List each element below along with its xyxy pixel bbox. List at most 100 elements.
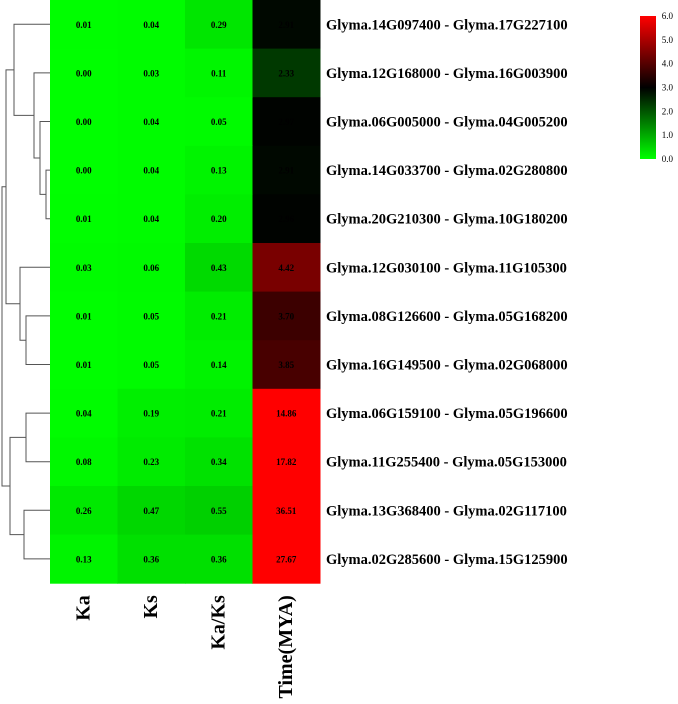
cell-value-label: 0.06 — [143, 263, 159, 273]
row-dendrogram — [1, 23, 50, 560]
cell-value-label: 0.00 — [76, 117, 92, 127]
row-label: Glyma.14G033700 - Glyma.02G280800 — [326, 163, 568, 179]
cell-value-label: 0.05 — [211, 117, 227, 127]
cell-value-label: 0.04 — [143, 166, 159, 176]
heatmap-cell — [50, 340, 118, 390]
cell-value-label: 0.20 — [211, 214, 227, 224]
heatmap-cell — [185, 194, 253, 244]
cell-value-label: 2.97 — [278, 117, 294, 127]
heatmap-cell — [117, 291, 186, 341]
cell-value-label: 0.00 — [76, 68, 92, 78]
heatmap-cell — [50, 388, 118, 438]
heatmap-cell — [50, 48, 118, 98]
heatmap-cell — [117, 340, 186, 390]
heatmap-cell — [185, 340, 253, 390]
cell-value-label: 0.43 — [211, 263, 227, 273]
heatmap-cell — [185, 534, 253, 584]
cell-value-label: 0.23 — [143, 457, 159, 467]
heatmap-cell — [185, 486, 253, 536]
cell-value-label: 0.04 — [143, 20, 159, 30]
cell-value-label: 0.26 — [76, 506, 92, 516]
heatmap-cell — [185, 48, 253, 98]
cell-value-label: 0.13 — [76, 554, 92, 564]
colorbar-tick-label: 4.0 — [662, 59, 674, 69]
cell-value-label: 2.33 — [278, 68, 294, 78]
heatmap-cell — [117, 534, 186, 584]
heatmap-cell — [117, 0, 186, 50]
heatmap-cell — [117, 48, 186, 98]
row-label: Glyma.14G097400 - Glyma.17G227100 — [326, 17, 568, 33]
heatmap-cell — [117, 243, 186, 293]
heatmap-cell — [252, 388, 321, 438]
dendrogram-branch — [33, 72, 50, 159]
heatmap-cell — [117, 145, 186, 195]
dendrogram-branch — [25, 412, 50, 463]
heatmap-cell — [185, 388, 253, 438]
row-label: Glyma.06G005000 - Glyma.04G005200 — [326, 115, 568, 131]
heatmap-cell — [50, 534, 118, 584]
dendrogram-branch — [45, 169, 50, 220]
cell-value-label: 2.96 — [278, 214, 294, 224]
cell-value-label: 14.86 — [276, 409, 297, 419]
dendrogram-branch — [39, 121, 50, 195]
heatmap-cells: 0.01 0.04 0.29 2.91 0.00 0.03 0.11 2.33 0.00 0.04… — [50, 0, 321, 584]
column-label: Ka — [73, 595, 95, 621]
cell-value-label: 0.01 — [76, 311, 92, 321]
heatmap-cell — [50, 437, 118, 487]
heatmap-cell — [50, 194, 118, 244]
cell-value-label: 0.11 — [211, 68, 227, 78]
row-label: Glyma.08G126600 - Glyma.05G168200 — [326, 309, 568, 325]
heatmap-cell — [117, 388, 186, 438]
column-label: Time(MYA) — [275, 595, 297, 698]
heatmap-cell — [50, 243, 118, 293]
dendrogram-branch — [19, 266, 50, 341]
cell-value-label: 0.01 — [76, 214, 92, 224]
cell-value-label: 0.04 — [143, 214, 159, 224]
heatmap-cell — [252, 48, 321, 98]
cell-value-label: 0.03 — [76, 263, 92, 273]
heatmap-cell — [252, 291, 321, 341]
dendrogram-branch — [25, 315, 50, 365]
cell-value-label: 4.42 — [278, 263, 294, 273]
cell-value-label: 0.00 — [76, 166, 92, 176]
heatmap-cell — [50, 291, 118, 341]
row-label: Glyma.02G285600 - Glyma.15G125900 — [326, 552, 568, 568]
cell-value-label: 0.21 — [211, 409, 227, 419]
row-label: Glyma.20G210300 - Glyma.10G180200 — [326, 212, 568, 228]
colorbar-tick-label: 2.0 — [662, 106, 674, 116]
cell-value-label: 3.70 — [278, 311, 294, 321]
row-label: Glyma.12G030100 - Glyma.11G105300 — [326, 260, 567, 276]
cell-value-label: 36.51 — [276, 506, 297, 516]
colorbar-tick-label: 5.0 — [662, 35, 674, 45]
cell-value-label: 0.01 — [76, 360, 92, 370]
heatmap-cell — [252, 486, 321, 536]
cell-value-label: 0.34 — [211, 457, 227, 467]
cell-value-label: 0.05 — [143, 360, 159, 370]
cell-value-label: 0.47 — [143, 506, 159, 516]
cell-value-label: 2.91 — [278, 20, 294, 30]
colorbar-gradient — [640, 16, 656, 159]
cell-value-label: 0.05 — [143, 311, 159, 321]
heatmap-cell — [252, 340, 321, 390]
cell-value-label: 0.19 — [143, 409, 159, 419]
heatmap-cell — [252, 97, 321, 147]
cell-value-label: 0.03 — [143, 68, 159, 78]
column-label: Ks — [140, 595, 162, 619]
row-label: Glyma.13G368400 - Glyma.02G117100 — [326, 503, 567, 519]
heatmap-cell — [252, 194, 321, 244]
heatmap-cell — [185, 437, 253, 487]
dendrogram-branch — [13, 23, 50, 116]
cell-value-label: 0.08 — [76, 457, 92, 467]
heatmap-cell — [252, 243, 321, 293]
row-label: Glyma.12G168000 - Glyma.16G003900 — [326, 66, 568, 82]
dendrogram-branch — [23, 509, 50, 560]
heatmap-cell — [50, 145, 118, 195]
cell-value-label: 0.04 — [143, 117, 159, 127]
heatmap-cell — [185, 97, 253, 147]
heatmap-cell — [185, 291, 253, 341]
heatmap-cell — [50, 0, 118, 50]
cell-value-label: 0.55 — [211, 506, 227, 516]
cell-value-label: 17.82 — [276, 457, 297, 467]
cell-value-label: 0.29 — [211, 20, 227, 30]
